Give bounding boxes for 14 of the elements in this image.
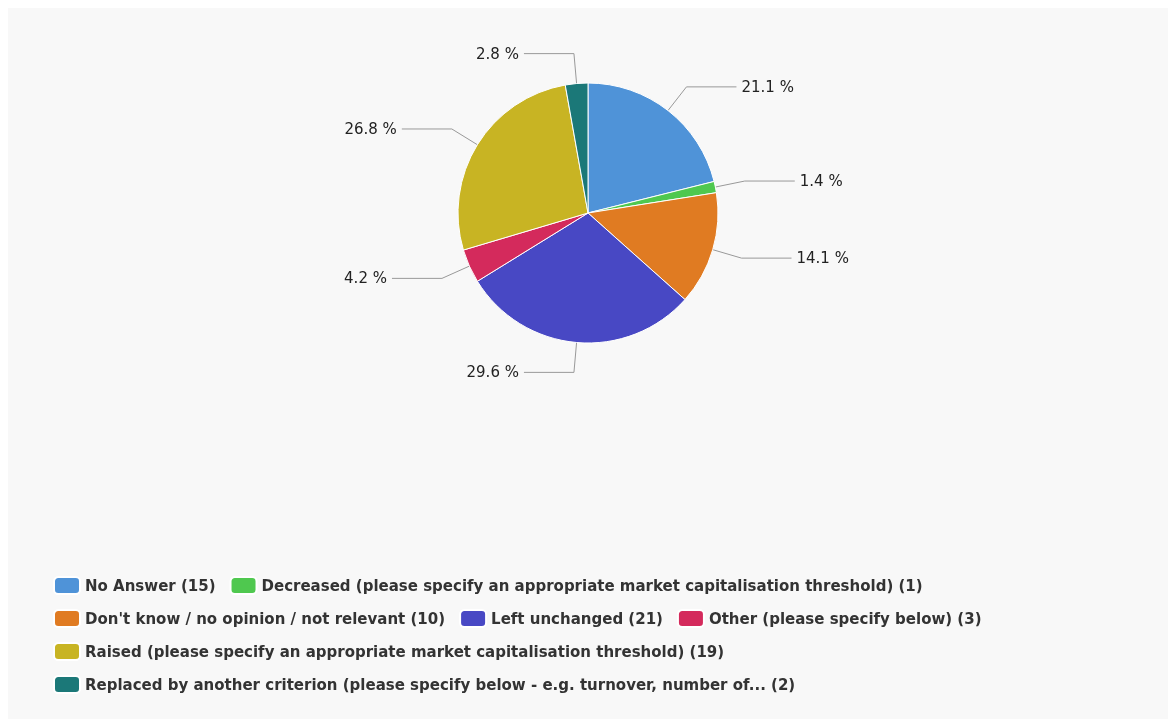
data-label: 26.8 % (344, 119, 397, 138)
legend-label: Left unchanged (21) (491, 609, 663, 628)
legend-label: Other (please specify below) (3) (708, 609, 982, 628)
data-label: 1.4 % (799, 172, 843, 191)
legend-label: Decreased (please specify an appropriate market capitalisation threshold) (1) (261, 576, 923, 595)
data-label: 21.1 % (741, 77, 794, 96)
legend-label: Don't know / no opinion / not relevant (10) (85, 609, 446, 628)
data-label: 2.8 % (476, 44, 519, 63)
data-label: 29.6 % (466, 363, 519, 382)
data-label: 14.1 % (796, 249, 849, 268)
data-label: 4.2 % (344, 269, 387, 288)
legend-label: Raised (please specify an appropriate market capitalisation threshold) (19) (85, 642, 725, 661)
legend-label: No Answer (15) (85, 576, 216, 595)
legend-label: Replaced by another criterion (please specify below - e.g. turnover, number of... (2) (85, 675, 796, 694)
